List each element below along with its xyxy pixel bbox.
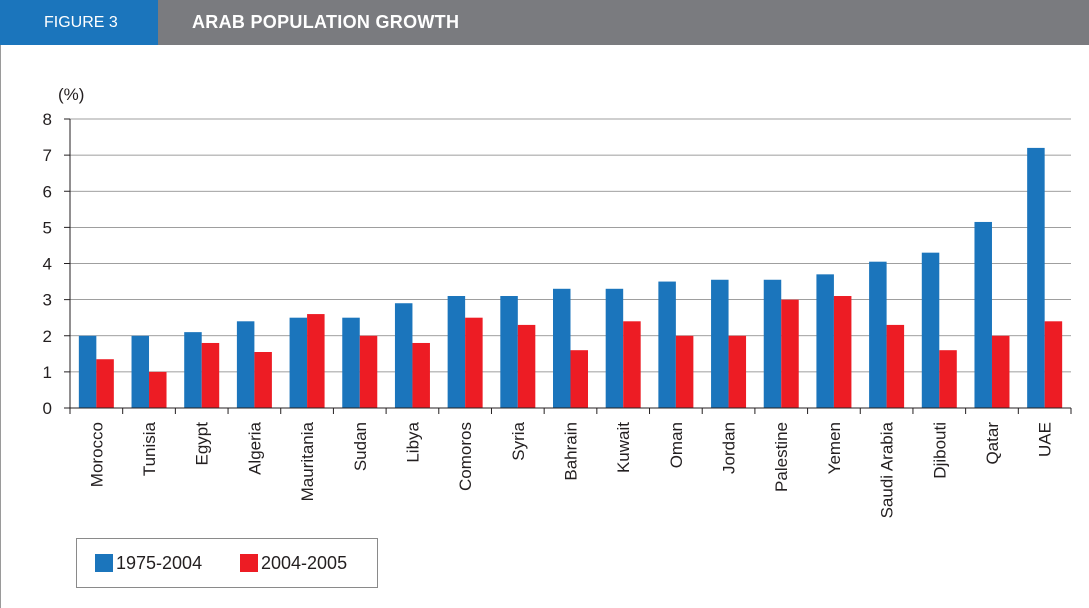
bar-2 — [623, 321, 641, 408]
x-tick-label: Syria — [509, 421, 528, 460]
x-tick-label: Qatar — [983, 422, 1002, 465]
axes — [64, 118, 1072, 414]
y-tick-label: 4 — [43, 255, 52, 274]
bar-2 — [412, 342, 430, 408]
gridlines — [70, 118, 1071, 373]
y-tick-label: 2 — [43, 327, 52, 346]
legend-swatch — [95, 554, 113, 572]
x-tick-label: Bahrain — [562, 422, 581, 481]
bar-2 — [96, 359, 114, 408]
bar-1 — [236, 321, 255, 408]
bar-1 — [658, 281, 676, 408]
x-tick-labels: Morocco Tunisia Egypt Algeria Mauritania Suda… — [87, 421, 1054, 518]
bar-2 — [728, 335, 747, 408]
x-tick-label: Oman — [667, 422, 686, 468]
bar-2 — [1044, 321, 1063, 408]
bar-1 — [342, 317, 360, 408]
y-tick-label: 7 — [43, 146, 52, 165]
legend-swatch — [240, 554, 258, 572]
bar-2 — [991, 335, 1010, 408]
x-tick-label: Mauritania — [298, 421, 317, 501]
bar-2 — [517, 324, 536, 408]
bar-2 — [833, 296, 852, 408]
bar-2 — [781, 299, 799, 408]
x-tick-label: Kuwait — [614, 422, 633, 473]
x-tick-label: Jordan — [720, 422, 739, 474]
y-tick-label: 0 — [43, 399, 52, 418]
bar-2 — [465, 317, 483, 408]
y-tick-label: 6 — [43, 182, 52, 201]
bar-2 — [149, 371, 167, 408]
figure-header: FIGURE 3 ARAB POPULATION GROWTH — [0, 0, 1089, 45]
x-tick-label: Comoros — [456, 422, 475, 491]
y-axis-label: (%) — [58, 85, 84, 104]
bar-1 — [869, 261, 887, 408]
bar-1 — [816, 274, 834, 408]
bar-1 — [974, 221, 992, 408]
bar-1 — [605, 288, 624, 408]
legend-label: 1975-2004 — [116, 553, 203, 573]
x-tick-label: Sudan — [351, 422, 370, 471]
bar-1 — [763, 279, 782, 408]
x-tick-label: Tunisia — [140, 421, 159, 476]
y-tick-labels: 0 1 2 3 4 5 6 7 8 — [43, 110, 52, 418]
x-tick-label: Yemen — [825, 422, 844, 474]
bar-1 — [131, 335, 150, 408]
x-tick-label: UAE — [1036, 422, 1055, 457]
bar-1 — [921, 252, 940, 408]
x-tick-label: Morocco — [87, 422, 106, 487]
bar-1 — [553, 288, 571, 408]
legend-label: 2004-2005 — [261, 553, 348, 573]
bar-2 — [359, 335, 378, 408]
legend: 1975-2004 2004-2005 — [76, 538, 378, 588]
y-tick-label: 5 — [43, 218, 52, 237]
figure-number: FIGURE 3 — [44, 14, 118, 31]
x-tick-label: Saudi Arabia — [878, 421, 897, 518]
bar-2 — [254, 352, 272, 408]
bar-1 — [78, 335, 97, 408]
bar-2 — [570, 350, 588, 408]
bar-1 — [500, 296, 518, 408]
y-tick-label: 3 — [43, 291, 52, 310]
bar-2 — [307, 314, 325, 408]
y-tick-label: 8 — [43, 110, 52, 129]
bar-chart: 0 1 2 3 4 5 6 7 8 Morocco Tunisia Egypt Algeria Maur… — [43, 85, 1072, 518]
frame-border — [0, 45, 1, 608]
x-tick-label: Palestine — [772, 422, 791, 492]
bar-1 — [289, 317, 308, 408]
figure-number-tab: FIGURE 3 — [0, 0, 158, 45]
bar-1 — [447, 296, 466, 408]
bar-2 — [939, 350, 957, 408]
bar-2 — [201, 342, 220, 408]
bar-1 — [711, 279, 729, 408]
bars — [78, 147, 1063, 408]
x-tick-label: Libya — [403, 421, 422, 462]
bar-2 — [886, 324, 905, 408]
chart-title: ARAB POPULATION GROWTH — [192, 12, 460, 32]
y-tick-label: 1 — [43, 363, 52, 382]
bar-2 — [675, 335, 694, 408]
bar-1 — [1027, 147, 1045, 408]
x-tick-label: Djibouti — [930, 422, 949, 479]
bar-1 — [394, 303, 413, 408]
bar-1 — [184, 332, 202, 408]
x-tick-label: Egypt — [193, 422, 212, 466]
x-tick-label: Algeria — [245, 421, 264, 474]
